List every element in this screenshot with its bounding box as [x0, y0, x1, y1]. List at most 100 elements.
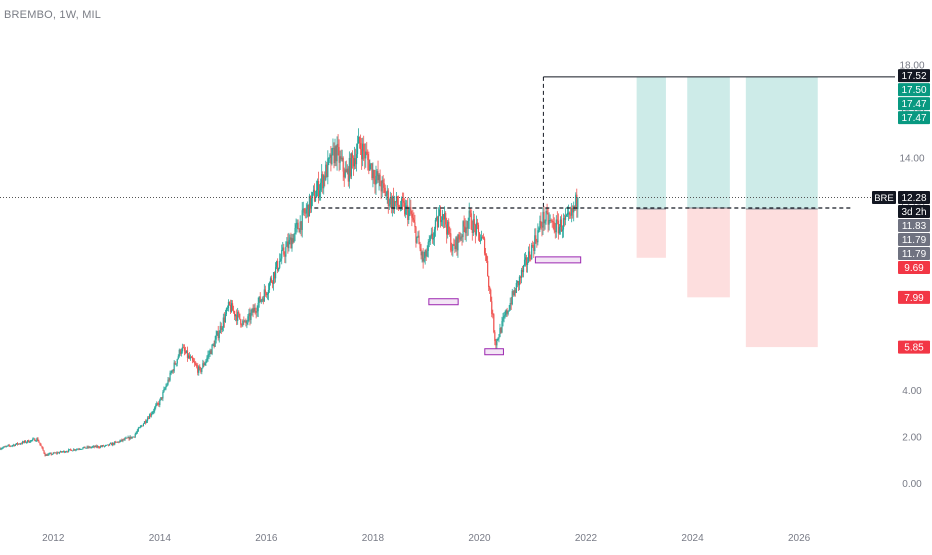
- candle: [37, 436, 39, 442]
- candle: [277, 258, 279, 274]
- candle-body: [534, 235, 536, 251]
- candle-body: [105, 444, 108, 446]
- candle-body: [81, 448, 83, 450]
- candle-body: [386, 190, 388, 195]
- candle-body: [148, 414, 151, 419]
- candle-body: [293, 234, 295, 243]
- candle-body: [260, 299, 262, 302]
- candle: [417, 231, 419, 238]
- candle: [120, 439, 122, 442]
- candle: [546, 203, 548, 215]
- candle-body: [401, 198, 403, 209]
- price-label-text: 9.69: [904, 263, 924, 274]
- candle-body: [406, 205, 408, 207]
- candle-body: [6, 445, 8, 447]
- candle-body: [353, 158, 356, 167]
- candle-body: [537, 230, 539, 243]
- candle-body: [384, 187, 386, 197]
- candle-body: [107, 444, 110, 446]
- candle: [336, 136, 338, 171]
- candle-body: [423, 258, 425, 262]
- candle-body: [291, 238, 293, 249]
- candle: [222, 313, 224, 332]
- candle: [418, 230, 420, 245]
- candle-body: [77, 448, 79, 450]
- candle-body: [193, 360, 195, 363]
- candle-body: [277, 261, 279, 271]
- candle-body: [416, 236, 418, 243]
- candle-body: [462, 221, 464, 238]
- candle-body: [367, 154, 369, 160]
- candle: [228, 301, 231, 306]
- profit-zone-3: [745, 76, 818, 209]
- candle-body: [489, 287, 491, 290]
- candle: [369, 159, 371, 171]
- candle-body: [21, 441, 24, 444]
- candle-body: [514, 290, 516, 293]
- candle-body: [217, 331, 219, 339]
- candle-body: [9, 445, 11, 447]
- candle: [81, 448, 83, 450]
- price-axis[interactable]: 0.002.004.006.008.0010.0012.0014.0016.00…: [899, 61, 924, 491]
- candle: [479, 234, 482, 245]
- time-axis[interactable]: 2012 2014 2016 2018 2020 2022 2024 2026: [42, 533, 811, 544]
- candle: [241, 323, 243, 328]
- candle-body: [510, 303, 512, 305]
- candle: [352, 155, 355, 176]
- candle: [255, 307, 257, 319]
- candle-body: [54, 452, 56, 454]
- candle: [330, 145, 332, 172]
- candle: [165, 383, 167, 391]
- candle: [117, 441, 119, 443]
- candle: [362, 137, 364, 167]
- candle: [148, 413, 151, 419]
- candle-body: [465, 227, 467, 234]
- candle: [262, 295, 264, 305]
- candle-body: [418, 235, 420, 245]
- candle: [25, 440, 27, 444]
- candle-body: [547, 212, 549, 225]
- candle: [210, 349, 212, 355]
- candle: [571, 203, 573, 223]
- candle: [367, 149, 369, 171]
- candle-body: [213, 344, 215, 347]
- candle: [220, 322, 222, 335]
- candle: [327, 150, 329, 185]
- marker-box-3: [534, 256, 582, 264]
- price-label-box: [898, 247, 930, 261]
- candle: [240, 318, 242, 328]
- candle: [100, 444, 103, 448]
- candle-body: [554, 230, 556, 233]
- symbol-tag: [872, 191, 896, 205]
- candle-body: [505, 309, 507, 316]
- candle: [190, 356, 193, 359]
- candle-body: [236, 314, 238, 321]
- candle: [544, 219, 546, 230]
- candle: [370, 162, 372, 170]
- candle-body: [342, 157, 344, 172]
- candle-body: [516, 280, 518, 284]
- candle: [94, 445, 96, 448]
- candle-body: [503, 315, 505, 319]
- candle: [28, 439, 30, 443]
- candle-body: [432, 237, 434, 240]
- candle: [338, 139, 340, 172]
- candle-body: [412, 217, 414, 220]
- candle: [261, 296, 263, 303]
- candle: [164, 386, 166, 391]
- candle: [423, 251, 425, 263]
- candle: [422, 248, 424, 269]
- candle-body: [199, 366, 201, 369]
- candle-body: [203, 363, 205, 366]
- candle-body: [202, 363, 204, 369]
- candle: [523, 253, 526, 267]
- candle: [31, 439, 33, 442]
- candle: [135, 431, 137, 435]
- candle-body: [244, 320, 246, 322]
- candle-body: [473, 219, 475, 225]
- price-label-7: 11.83: [898, 219, 930, 233]
- candle: [21, 440, 24, 445]
- candle-body: [478, 232, 481, 242]
